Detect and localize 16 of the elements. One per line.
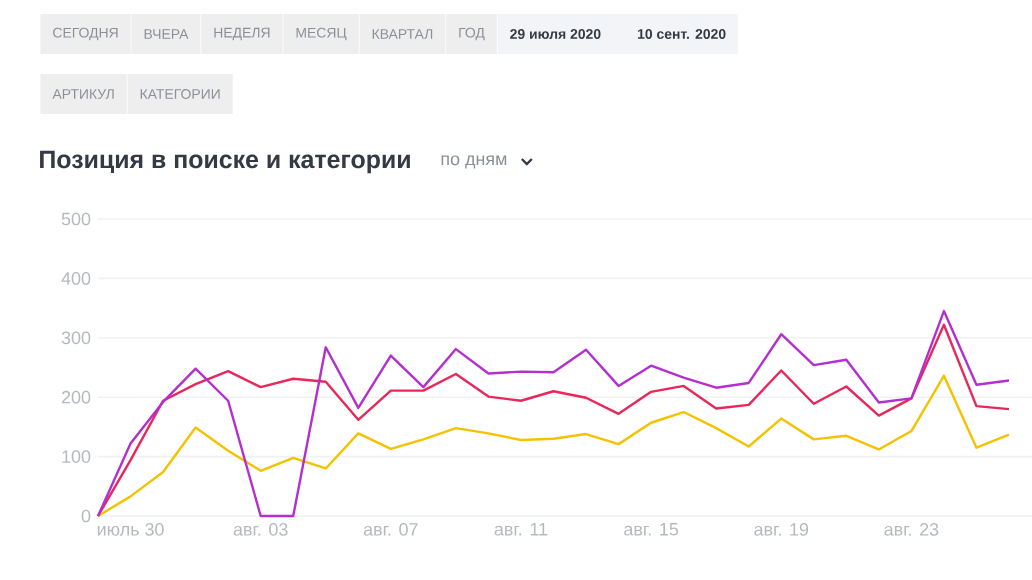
chart-subtitle: по дням [441,155,507,169]
y-tick-label: 0 [81,509,91,523]
y-tick-label: 300 [61,331,91,345]
x-tick-label: авг. 19 [754,523,809,536]
x-tick-label: авг. 23 [884,523,939,536]
x-tick-label: авг. 07 [363,523,418,536]
chart-title: Позиция в поиске и категории [40,150,410,174]
y-tick-label: 100 [62,450,91,463]
x-tick-label: авг. 15 [624,523,679,536]
y-tick-label: 400 [61,272,91,285]
line-series [96,374,1011,518]
x-tick-label: июль 30 [97,523,164,536]
x-tick-label: авг. 11 [494,523,548,536]
y-tick-label: 200 [61,390,91,404]
y-tick-label: 500 [61,212,91,226]
x-tick-label: авг. 03 [233,523,288,536]
